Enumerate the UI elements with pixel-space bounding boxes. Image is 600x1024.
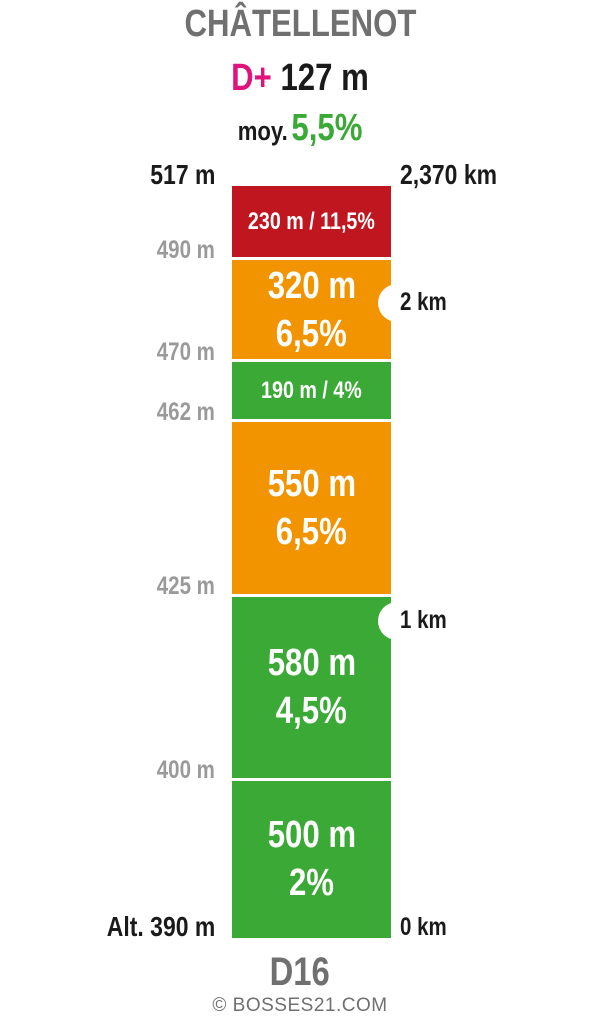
segment-label: 230 m / 11,5%: [248, 208, 375, 236]
climb-title: CHÂTELLENOT: [184, 3, 416, 45]
profile-segment: 550 m 6,5%: [232, 420, 391, 596]
segment-separator: [232, 593, 391, 597]
altitude-label: 470 m: [156, 337, 215, 366]
segment-label: 500 m: [267, 813, 356, 856]
average-grade-value: 5,5%: [291, 107, 363, 149]
elevation-gain-value: 127 m: [280, 57, 369, 99]
altitude-label: 400 m: [156, 756, 215, 785]
profile-segment: 230 m / 11,5%: [232, 186, 391, 259]
altitude-label: 462 m: [156, 397, 215, 426]
average-grade-label: moy.: [237, 116, 288, 146]
distance-marker-notch: [378, 284, 404, 323]
altitude-label: 490 m: [156, 235, 215, 264]
segment-separator: [232, 359, 391, 362]
segment-grade: 4,5%: [275, 690, 348, 733]
distance-marker-label: 1 km: [400, 605, 447, 634]
elevation-gain: D+ 127 m: [0, 56, 600, 100]
average-grade: moy. 5,5%: [0, 106, 600, 158]
segment-label: 550 m: [267, 463, 356, 506]
altitude-label: 517 m: [149, 159, 215, 190]
profile-segment: 580 m 4,5%: [232, 595, 391, 780]
profile-segment: 500 m 2%: [232, 779, 391, 938]
profile-segment: 190 m / 4%: [232, 360, 391, 421]
distance-marker-label: 0 km: [400, 913, 447, 941]
segment-separator: [232, 777, 391, 781]
segment-separator: [232, 257, 391, 261]
elevation-gain-label: D+: [231, 57, 272, 99]
segment-separator: [232, 419, 391, 423]
distance-marker-label: 2,370 km: [400, 159, 498, 190]
segment-grade: 6,5%: [275, 511, 348, 554]
altitude-label: 425 m: [156, 572, 215, 601]
altitude-label: Alt. 390 m: [106, 911, 215, 942]
distance-marker-label: 2 km: [400, 288, 447, 317]
segment-label: 580 m: [267, 642, 356, 685]
segment-label: 190 m / 4%: [261, 376, 362, 404]
distance-marker-notch: [378, 601, 404, 640]
segment-label: 320 m: [267, 264, 356, 307]
segment-grade: 6,5%: [275, 312, 348, 355]
segment-grade: 2%: [288, 861, 335, 904]
profile-segment: 320 m 6,5%: [232, 258, 391, 361]
copyright: © BOSSES21.COM: [212, 995, 388, 1016]
road-name: D16: [269, 950, 331, 994]
